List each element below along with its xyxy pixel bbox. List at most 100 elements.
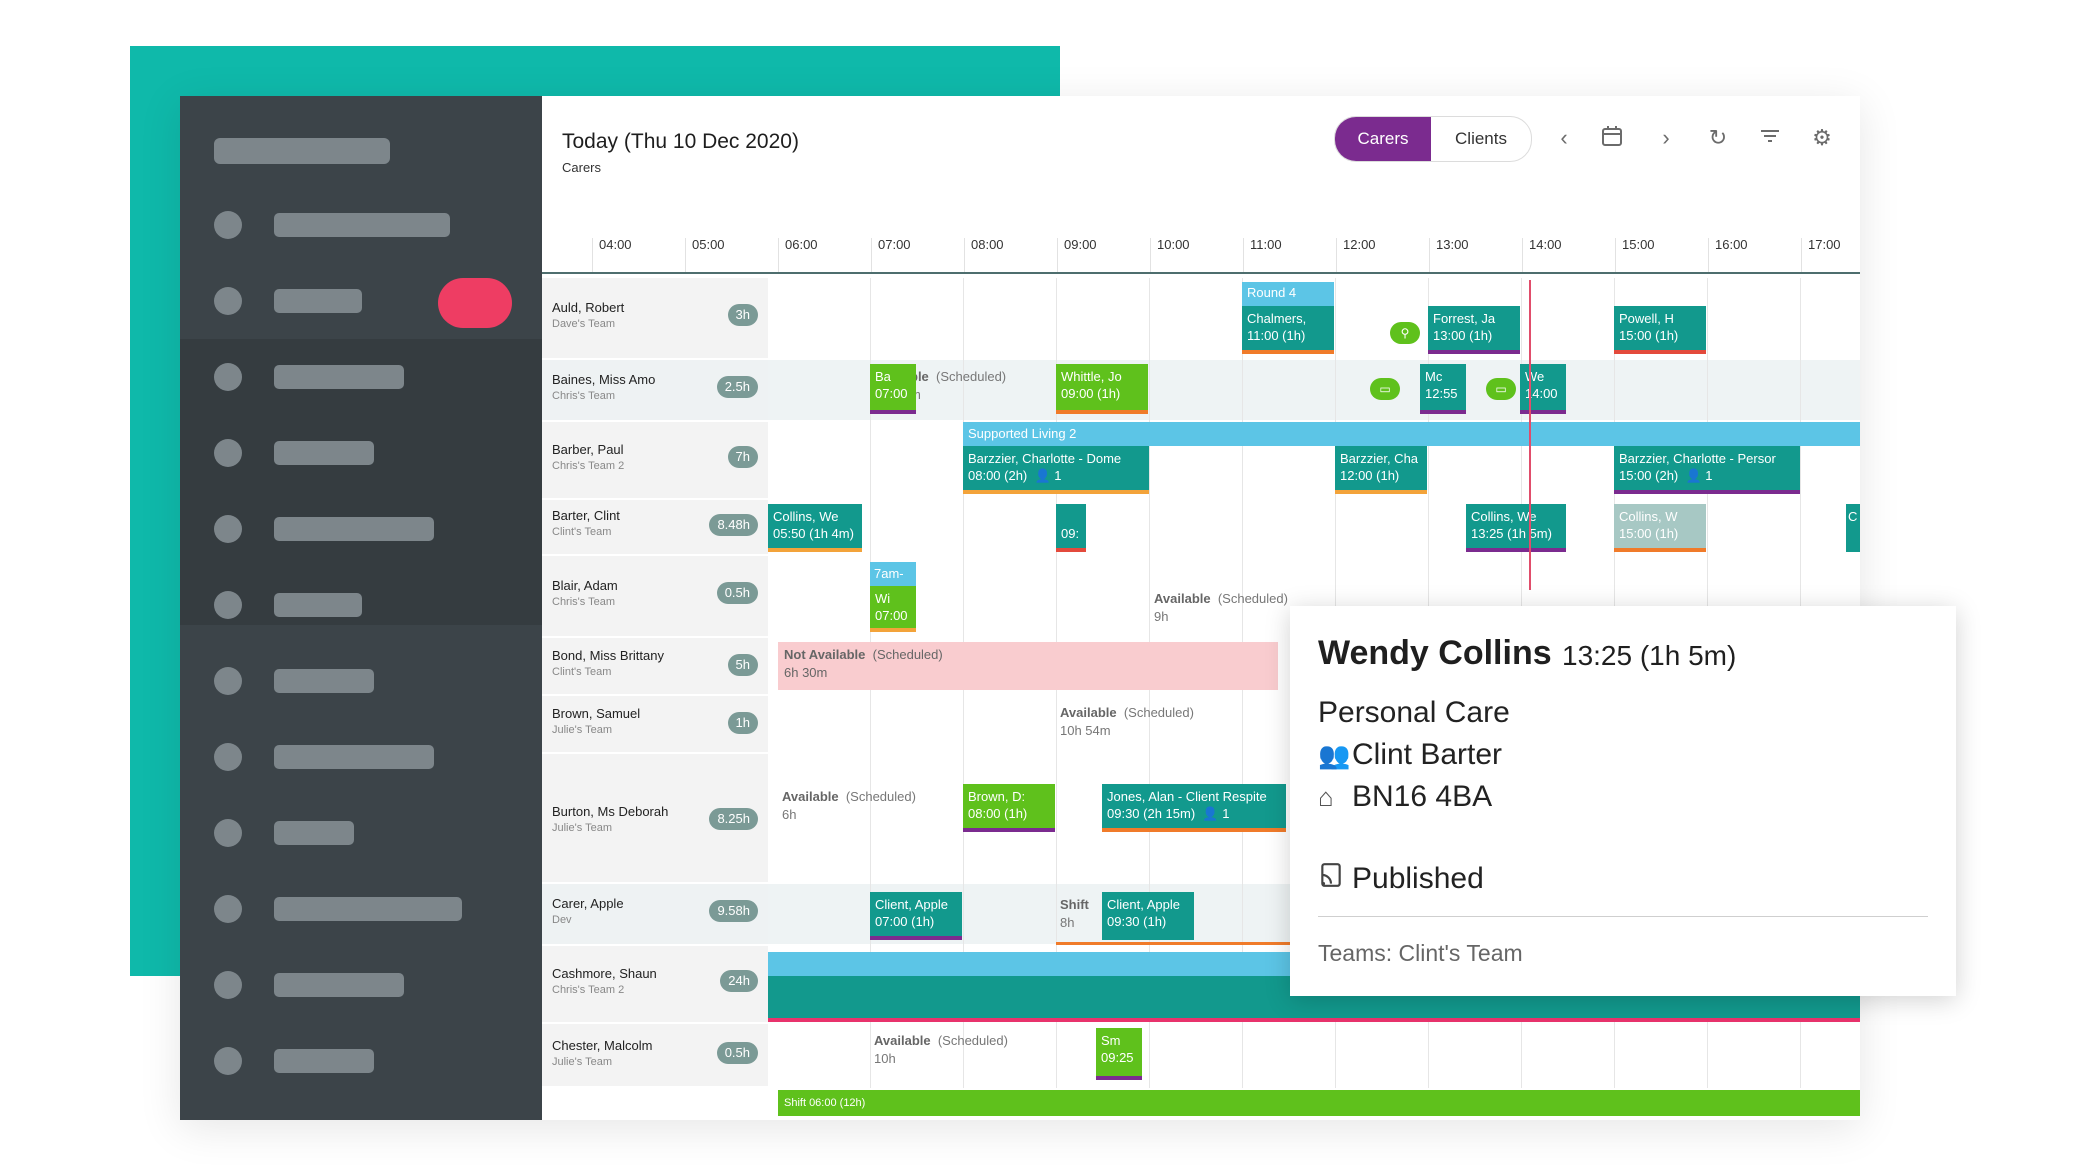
not-available-block[interactable]: Not Available (Scheduled) 6h 30m: [778, 642, 1278, 690]
visit-time: 15:00 (1h): [1619, 526, 1679, 541]
visit-client: Barzzier, Charlotte - Dome: [968, 451, 1122, 466]
carer-name[interactable]: Cashmore, Shaun: [552, 966, 657, 981]
availability-label: Available (Scheduled) 9h: [1154, 590, 1288, 626]
carer-label-cell: Auld, Robert Dave's Team 3h: [542, 278, 768, 358]
gear-icon[interactable]: ⚙: [1812, 125, 1832, 150]
sidebar-dot-icon: [214, 591, 242, 619]
visit-block[interactable]: Whittle, Jo 09:00 (1h): [1056, 364, 1148, 414]
visit-block[interactable]: Mc 12:55: [1420, 364, 1466, 414]
sidebar-item-label-placeholder: [274, 821, 354, 845]
hours-badge: 1h: [727, 712, 758, 734]
visit-time: 15:00 (1h): [1619, 328, 1679, 343]
bike-icon: ⚲: [1390, 322, 1420, 344]
visit-block[interactable]: Ba 07:00: [870, 364, 916, 414]
visit-block[interactable]: Brown, D: 08:00 (1h): [963, 784, 1055, 832]
hours-badge: 5h: [727, 654, 758, 676]
visit-time: 09:00 (1h): [1061, 386, 1121, 401]
availability-status: Available: [1154, 591, 1211, 606]
visit-block[interactable]: Collins, We 05:50 (1h 4m): [768, 504, 862, 552]
availability-scheduled: (Scheduled): [872, 647, 943, 662]
visit-block[interactable]: Client, Apple 07:00 (1h): [870, 892, 962, 940]
visit-client: Whittle, Jo: [1061, 369, 1122, 384]
visit-client: Client, Apple: [1107, 897, 1180, 912]
calendar-icon[interactable]: [1598, 124, 1626, 152]
round-label[interactable]: Round 4: [1242, 282, 1334, 306]
visit-block[interactable]: Chalmers, 11:00 (1h): [1242, 306, 1334, 354]
carer-name[interactable]: Carer, Apple: [552, 896, 624, 911]
availability-duration: 10h 54m: [1060, 723, 1111, 738]
carer-name[interactable]: Barter, Clint: [552, 508, 620, 523]
popup-client-name: Wendy Collins: [1318, 634, 1552, 672]
availability-scheduled: (Scheduled): [1217, 591, 1288, 606]
hour-label: 15:00: [1615, 238, 1695, 272]
carer-name[interactable]: Auld, Robert: [552, 300, 625, 315]
visit-block[interactable]: Sm 09:25: [1096, 1028, 1142, 1080]
visit-time: 09:25: [1101, 1050, 1134, 1065]
carer-name[interactable]: Chester, Malcolm: [552, 1038, 653, 1053]
shift-bar[interactable]: 7am-: [870, 562, 916, 586]
visit-client: Collins, We: [1471, 509, 1537, 524]
availability-status: Available: [782, 789, 839, 804]
sidebar: [180, 96, 542, 1120]
popup-teams: Teams: Clint's Team: [1318, 940, 1523, 966]
shift-bar[interactable]: Shift 06:00 (12h): [778, 1090, 1860, 1116]
carer-name[interactable]: Baines, Miss Amo: [552, 372, 656, 387]
car-icon: ▭: [1370, 378, 1400, 400]
visit-client: Chalmers,: [1247, 311, 1307, 326]
availability-status: Not Available: [784, 647, 866, 662]
hour-timeline: 04:00 05:00 06:00 07:00 08:00 09:00 10:0…: [542, 214, 1860, 274]
visit-block[interactable]: Wi 07:00: [870, 586, 916, 632]
visit-time: 11:00 (1h): [1247, 328, 1306, 343]
visit-block[interactable]: Client, Apple 09:30 (1h): [1102, 892, 1194, 940]
visit-block[interactable]: 09:: [1056, 504, 1086, 552]
visit-block[interactable]: Powell, H 15:00 (1h): [1614, 306, 1706, 354]
hours-badge: 0.5h: [716, 1042, 758, 1064]
carer-name[interactable]: Brown, Samuel: [552, 706, 641, 721]
visit-block[interactable]: Jones, Alan - Client Respite 09:30 (2h 15…: [1102, 784, 1286, 832]
refresh-icon[interactable]: ↻: [1708, 125, 1728, 150]
visit-client: Ba: [875, 369, 891, 384]
visit-block[interactable]: Barzzier, Charlotte - Persor 15:00 (2h) 👤…: [1614, 446, 1800, 494]
filter-icon[interactable]: [1756, 124, 1784, 152]
availability-scheduled: (Scheduled): [845, 789, 916, 804]
chevron-right-icon[interactable]: ›: [1662, 125, 1670, 150]
carer-team: Clint's Team: [552, 666, 612, 678]
visit-block[interactable]: Forrest, Ja 13:00 (1h): [1428, 306, 1520, 354]
visit-block[interactable]: C: [1846, 504, 1860, 552]
shift-bar[interactable]: Supported Living 2: [963, 422, 1860, 446]
sidebar-dot-icon: [214, 667, 242, 695]
carer-name[interactable]: Blair, Adam: [552, 578, 618, 593]
sidebar-dot-icon: [214, 743, 242, 771]
availability-scheduled: (Scheduled): [1123, 705, 1194, 720]
shift-underline: [1056, 942, 1296, 945]
visit-block[interactable]: We 14:00: [1520, 364, 1566, 414]
carer-team: Clint's Team: [552, 526, 612, 538]
clients-toggle-button[interactable]: Clients: [1455, 129, 1507, 148]
popup-status: Published: [1352, 862, 1484, 895]
chevron-left-icon[interactable]: ‹: [1560, 125, 1568, 150]
hour-label: 14:00: [1522, 238, 1602, 272]
sidebar-item-label-placeholder: [274, 441, 374, 465]
visit-block[interactable]: Collins, W 15:00 (1h): [1614, 504, 1706, 552]
hours-badge: 8.48h: [709, 514, 758, 536]
availability-duration: 6h: [782, 807, 797, 822]
notification-pill[interactable]: [438, 278, 512, 328]
carer-name[interactable]: Bond, Miss Brittany: [552, 648, 664, 663]
hour-label: 10:00: [1150, 238, 1230, 272]
visit-block[interactable]: Collins, We 13:25 (1h 5m): [1466, 504, 1566, 552]
visit-client: Jones, Alan - Client Respite: [1107, 789, 1267, 804]
visit-client: Barzzier, Charlotte - Persor: [1619, 451, 1776, 466]
hour-label: 06:00: [778, 238, 858, 272]
sidebar-dot-icon: [214, 971, 242, 999]
carer-team: Julie's Team: [552, 822, 612, 834]
carer-label-cell: Chester, Malcolm Julie's Team 0.5h: [542, 1024, 768, 1086]
popup-address-row: ⌂ BN16 4BA: [1318, 780, 1492, 814]
carer-label-cell: Cashmore, Shaun Chris's Team 2 24h: [542, 946, 768, 1022]
visit-block[interactable]: Barzzier, Cha 12:00 (1h): [1335, 446, 1427, 494]
carers-toggle-button[interactable]: Carers: [1335, 117, 1431, 161]
carer-name[interactable]: Barber, Paul: [552, 442, 624, 457]
visit-count: 1: [1705, 468, 1713, 483]
visit-time: 13:00 (1h): [1433, 328, 1493, 343]
carer-name[interactable]: Burton, Ms Deborah: [552, 804, 669, 819]
visit-block[interactable]: Barzzier, Charlotte - Dome 08:00 (2h) 👤 1: [963, 446, 1149, 494]
